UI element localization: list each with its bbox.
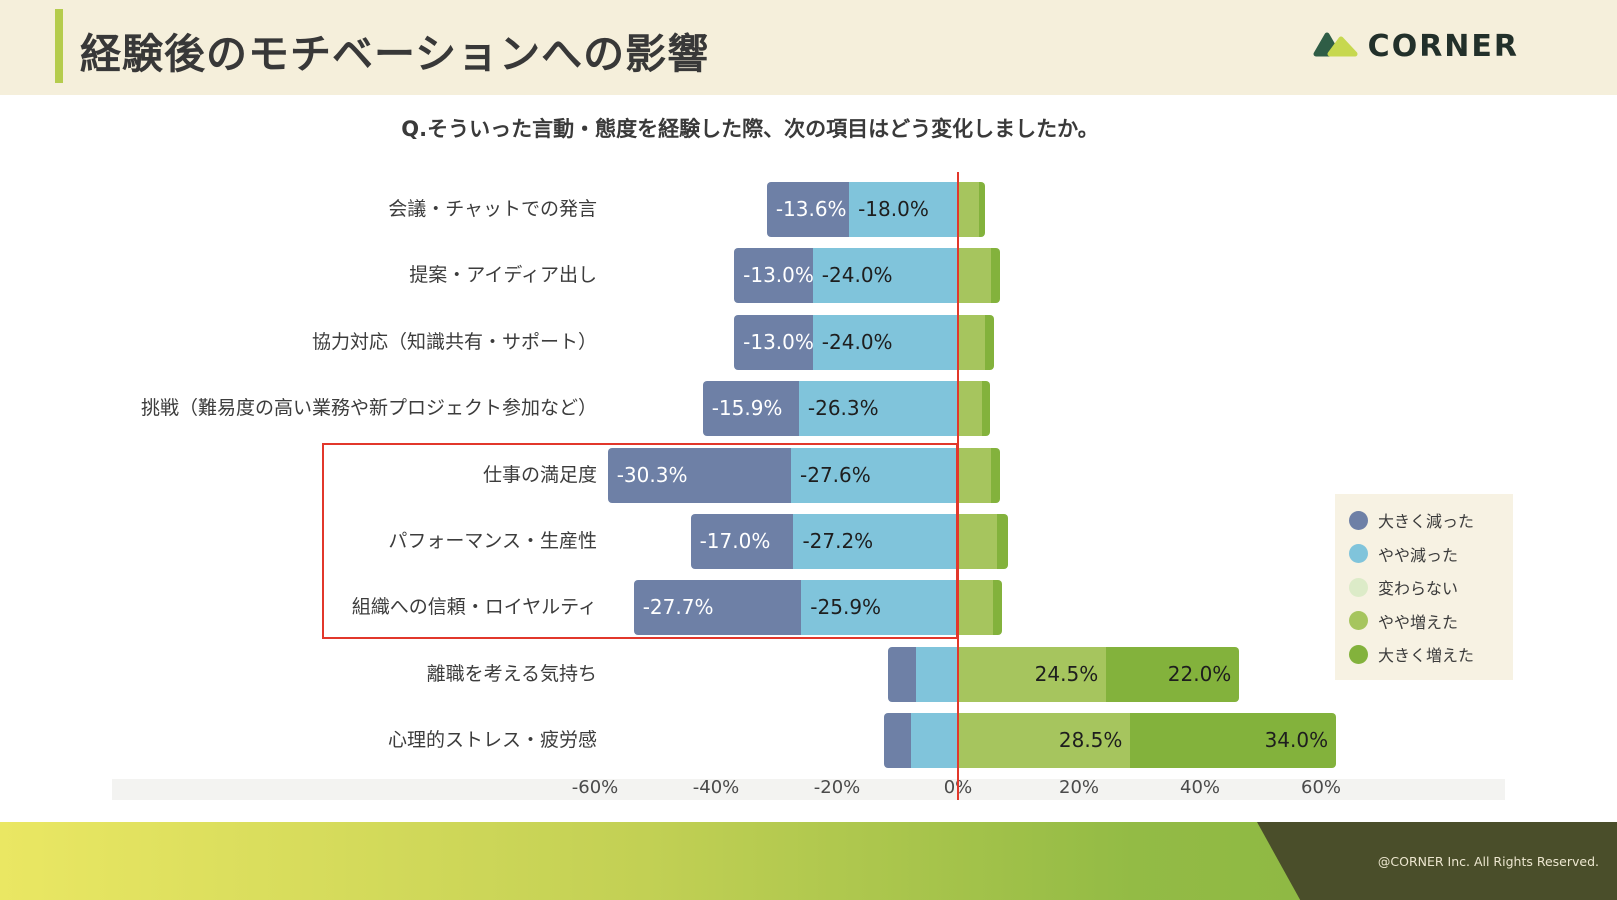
legend-item: やや減った xyxy=(1349,542,1499,566)
value-label-slight-decrease: -18.0% xyxy=(858,197,929,221)
category-label: パフォーマンス・生産性 xyxy=(388,530,597,552)
axis-tick-label: 40% xyxy=(1179,777,1221,798)
segment-slight-increase xyxy=(958,447,992,503)
corner-logo: CORNER xyxy=(1312,28,1519,64)
segment-slight-increase xyxy=(958,580,994,636)
legend-item-label: やや減った xyxy=(1378,545,1459,565)
value-label-big-decrease: -27.7% xyxy=(642,595,714,620)
legend-item: 変わらない xyxy=(1349,575,1499,599)
value-label-big-decrease: -13.0% xyxy=(743,263,814,288)
value-label-big-decrease: -13.6% xyxy=(775,197,847,221)
segment-big-increase xyxy=(985,314,995,370)
value-label-slight-decrease: -24.0% xyxy=(821,263,893,288)
legend-swatch xyxy=(1349,644,1368,664)
legend-swatch xyxy=(1349,611,1368,630)
value-label-slight-increase: 28.5% xyxy=(1058,728,1123,753)
segment-slight-decrease xyxy=(915,646,958,702)
segment-slight-increase xyxy=(958,182,980,237)
value-label-big-decrease: -30.3% xyxy=(616,462,688,487)
category-label: 心理的ストレス・疲労感 xyxy=(387,729,597,752)
axis-tick-label: -60% xyxy=(571,777,619,798)
footer-band: @CORNER Inc. All Rights Reserved. xyxy=(0,822,1617,900)
segment-slight-increase xyxy=(958,381,983,437)
category-label: 会議・チャットでの発言 xyxy=(388,198,597,220)
segment-slight-decrease xyxy=(793,514,958,569)
header-band: 経験後のモチベーションへの影響 CORNER xyxy=(0,0,1617,95)
axis-background-band xyxy=(112,779,1505,800)
footer-dark-section: @CORNER Inc. All Rights Reserved. xyxy=(1257,822,1617,900)
axis-tick-label: 60% xyxy=(1300,777,1342,798)
segment-big-decrease xyxy=(766,182,850,237)
value-label-slight-increase: 24.5% xyxy=(1034,661,1099,686)
page-title: 経験後のモチベーションへの影響 xyxy=(80,30,710,78)
value-label-big-increase: 34.0% xyxy=(1264,728,1329,753)
segment-slight-decrease xyxy=(791,447,958,503)
legend-swatch xyxy=(1349,544,1368,563)
legend-item: 大きく減った xyxy=(1349,508,1499,532)
value-label-slight-decrease: -27.2% xyxy=(802,529,874,553)
segment-big-increase xyxy=(993,580,1003,636)
segment-big-decrease xyxy=(607,447,792,503)
value-label-big-decrease: -15.9% xyxy=(711,396,783,421)
segment-big-increase xyxy=(1106,646,1240,702)
category-label: 挑戦（難易度の高い業務や新プロジェクト参加など） xyxy=(140,397,597,420)
segment-big-decrease xyxy=(702,381,799,437)
corner-mountains-icon xyxy=(1312,28,1358,64)
value-label-slight-decrease: -27.6% xyxy=(800,462,871,487)
segment-slight-increase xyxy=(958,314,986,370)
value-label-slight-decrease: -24.0% xyxy=(821,329,893,354)
value-label-big-decrease: -17.0% xyxy=(699,529,771,553)
legend-item-label: 大きく減った xyxy=(1378,512,1475,531)
segment-big-decrease xyxy=(888,646,916,702)
segment-big-increase xyxy=(979,182,986,237)
legend-item-label: 変わらない xyxy=(1378,579,1459,598)
segment-big-increase xyxy=(997,514,1009,569)
segment-big-increase xyxy=(1130,713,1337,769)
segment-slight-decrease xyxy=(812,248,958,304)
segment-slight-increase xyxy=(958,248,992,304)
segment-big-decrease xyxy=(734,314,813,370)
value-label-big-decrease: -13.0% xyxy=(743,329,814,354)
legend-swatch xyxy=(1349,510,1368,530)
chart-question: Q.そういった言動・態度を経験した際、次の項目はどう変化しましたか。 xyxy=(401,117,1099,141)
legend-item-label: 大きく増えた xyxy=(1378,646,1475,665)
segment-slight-increase xyxy=(958,646,1107,702)
category-label: 離職を考える気持ち xyxy=(426,662,597,685)
segment-slight-increase xyxy=(958,514,998,569)
zero-baseline xyxy=(957,172,959,800)
legend-swatch xyxy=(1349,577,1368,597)
segment-slight-increase xyxy=(958,713,1131,769)
segment-slight-decrease xyxy=(849,182,958,237)
legend-item: 大きく増えた xyxy=(1349,642,1499,666)
axis-tick-label: 20% xyxy=(1058,777,1100,798)
value-label-slight-decrease: -25.9% xyxy=(810,595,882,620)
segment-slight-decrease xyxy=(798,381,958,437)
segment-big-decrease xyxy=(883,713,911,769)
legend-item-label: やや増えた xyxy=(1378,612,1459,632)
legend: 大きく減った やや減った変わらないやや増えた大きく増えた xyxy=(1335,494,1513,680)
segment-big-decrease xyxy=(633,580,802,636)
copyright-text: @CORNER Inc. All Rights Reserved. xyxy=(1377,853,1599,869)
category-label: 提案・アイディア出し xyxy=(409,264,597,287)
axis-tick-label: -20% xyxy=(813,777,861,798)
segment-slight-decrease xyxy=(801,580,958,636)
value-label-big-increase: 22.0% xyxy=(1167,661,1232,686)
segment-big-increase xyxy=(991,248,1001,304)
axis-tick-label: -40% xyxy=(692,777,740,798)
segment-slight-decrease xyxy=(910,713,958,769)
segment-big-decrease xyxy=(690,514,794,569)
value-label-slight-decrease: -26.3% xyxy=(807,396,879,421)
legend-item: やや増えた xyxy=(1349,609,1499,633)
segment-big-decrease xyxy=(734,248,813,304)
category-label: 仕事の満足度 xyxy=(482,463,597,486)
brand-name: CORNER xyxy=(1367,28,1519,64)
title-accent-bar xyxy=(55,9,63,83)
segment-slight-decrease xyxy=(812,314,958,370)
category-label: 協力対応（知識共有・サポート） xyxy=(311,330,597,353)
segment-big-increase xyxy=(991,447,1001,503)
segment-big-increase xyxy=(982,381,991,437)
category-label: 組織への信頼・ロイヤルティ xyxy=(351,596,597,619)
highlight-red-box xyxy=(322,443,958,639)
